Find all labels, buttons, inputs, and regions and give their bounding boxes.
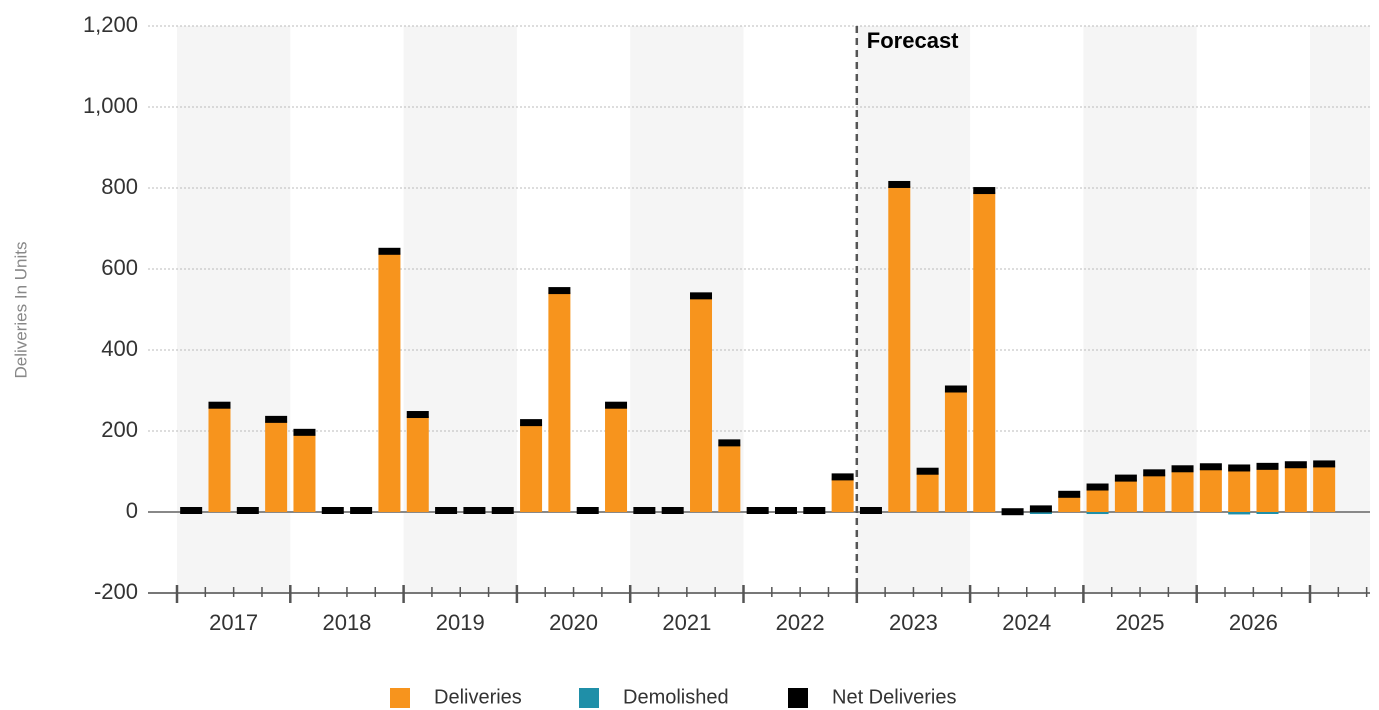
net-marker xyxy=(1284,461,1307,469)
net-marker xyxy=(859,507,882,514)
y-tick-label: 200 xyxy=(101,417,138,442)
bar xyxy=(1228,467,1251,512)
legend-label: Net Deliveries xyxy=(832,686,956,708)
net-marker xyxy=(944,385,967,393)
net-marker xyxy=(321,507,344,514)
bar xyxy=(1256,512,1279,514)
net-marker xyxy=(803,507,826,514)
y-axis-title: Deliveries In Units xyxy=(11,242,30,379)
net-marker xyxy=(491,507,514,514)
bar xyxy=(265,420,288,512)
bar xyxy=(520,424,543,512)
bar xyxy=(1143,474,1166,512)
net-marker xyxy=(1256,462,1279,470)
net-marker xyxy=(180,507,203,514)
net-marker xyxy=(1228,464,1251,472)
bar xyxy=(1256,466,1279,512)
bar xyxy=(1199,468,1222,512)
bar xyxy=(406,416,429,512)
net-marker xyxy=(1086,483,1109,491)
net-marker xyxy=(605,401,628,409)
net-marker xyxy=(350,507,373,514)
net-marker xyxy=(718,439,741,447)
net-marker xyxy=(633,507,656,514)
net-marker xyxy=(916,467,939,475)
y-tick-label: 600 xyxy=(101,255,138,280)
bar xyxy=(293,433,316,512)
net-marker xyxy=(774,507,797,514)
bar xyxy=(718,444,741,512)
net-marker xyxy=(293,428,316,436)
x-tick-label: 2019 xyxy=(436,610,485,635)
net-marker xyxy=(1058,490,1081,498)
bar xyxy=(1114,479,1137,512)
net-marker xyxy=(661,507,684,514)
bar xyxy=(1058,495,1081,512)
net-marker xyxy=(1029,505,1052,513)
bar xyxy=(1313,465,1336,512)
legend-label: Demolished xyxy=(623,686,729,708)
bar xyxy=(1284,466,1307,512)
net-marker xyxy=(236,507,259,514)
legend-swatch xyxy=(579,688,599,708)
net-marker xyxy=(406,411,429,419)
bar xyxy=(944,390,967,512)
bar xyxy=(548,292,571,512)
y-tick-label: 1,000 xyxy=(83,93,138,118)
net-marker xyxy=(1171,465,1194,473)
x-tick-label: 2026 xyxy=(1229,610,1278,635)
net-marker xyxy=(1199,463,1222,471)
bar xyxy=(605,406,628,512)
net-marker xyxy=(463,507,486,514)
bar xyxy=(831,478,854,512)
net-marker xyxy=(746,507,769,514)
legend-swatch xyxy=(390,688,410,708)
net-marker xyxy=(1313,460,1336,468)
bar xyxy=(208,406,231,512)
bar xyxy=(916,472,939,512)
net-marker xyxy=(1143,469,1166,477)
bar xyxy=(1171,470,1194,512)
y-tick-label: 400 xyxy=(101,336,138,361)
bar xyxy=(888,185,911,512)
annotation: Forecast xyxy=(867,28,959,53)
x-tick-label: 2017 xyxy=(209,610,258,635)
net-marker xyxy=(1114,474,1137,482)
bar xyxy=(973,192,996,513)
net-marker xyxy=(888,180,911,188)
net-marker xyxy=(690,292,713,300)
x-tick-label: 2022 xyxy=(776,610,825,635)
x-tick-label: 2020 xyxy=(549,610,598,635)
net-marker xyxy=(265,415,288,423)
x-tick-label: 2023 xyxy=(889,610,938,635)
y-tick-label: -200 xyxy=(94,579,138,604)
bar xyxy=(1029,512,1052,514)
bar xyxy=(1086,512,1109,515)
x-tick-label: 2024 xyxy=(1002,610,1051,635)
net-marker xyxy=(576,507,599,514)
net-marker xyxy=(520,419,543,427)
bar xyxy=(378,252,401,513)
net-marker xyxy=(831,473,854,481)
net-marker xyxy=(548,287,571,295)
legend-label: Deliveries xyxy=(434,686,522,708)
legend-swatch xyxy=(788,688,808,708)
y-tick-label: 1,200 xyxy=(83,12,138,37)
net-marker xyxy=(1001,508,1024,516)
x-tick-label: 2021 xyxy=(662,610,711,635)
x-tick-label: 2018 xyxy=(322,610,371,635)
x-tick-label: 2025 xyxy=(1116,610,1165,635)
bar xyxy=(1086,486,1109,512)
y-tick-label: 800 xyxy=(101,174,138,199)
net-marker xyxy=(378,247,401,255)
y-tick-label: 0 xyxy=(126,498,138,523)
bar xyxy=(1228,512,1251,515)
bar xyxy=(690,297,713,512)
net-marker xyxy=(973,187,996,195)
net-marker xyxy=(208,401,231,409)
net-marker xyxy=(435,507,458,514)
